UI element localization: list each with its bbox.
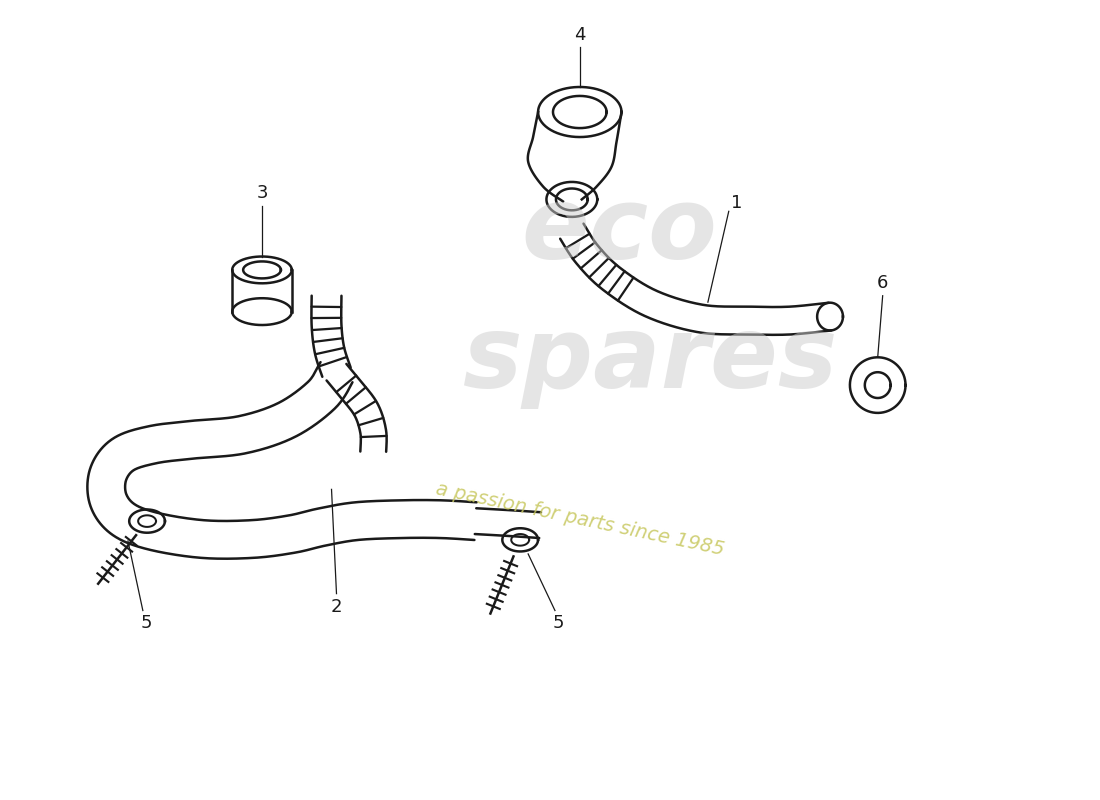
Text: 1: 1 bbox=[732, 194, 742, 212]
Text: a passion for parts since 1985: a passion for parts since 1985 bbox=[433, 479, 726, 559]
Text: 6: 6 bbox=[877, 274, 889, 292]
Text: 3: 3 bbox=[256, 185, 267, 202]
Text: eco: eco bbox=[521, 182, 717, 280]
Text: 5: 5 bbox=[552, 614, 563, 633]
Text: spares: spares bbox=[462, 312, 837, 409]
Text: 4: 4 bbox=[574, 26, 585, 43]
Text: 2: 2 bbox=[331, 598, 342, 615]
Text: 5: 5 bbox=[140, 614, 152, 633]
